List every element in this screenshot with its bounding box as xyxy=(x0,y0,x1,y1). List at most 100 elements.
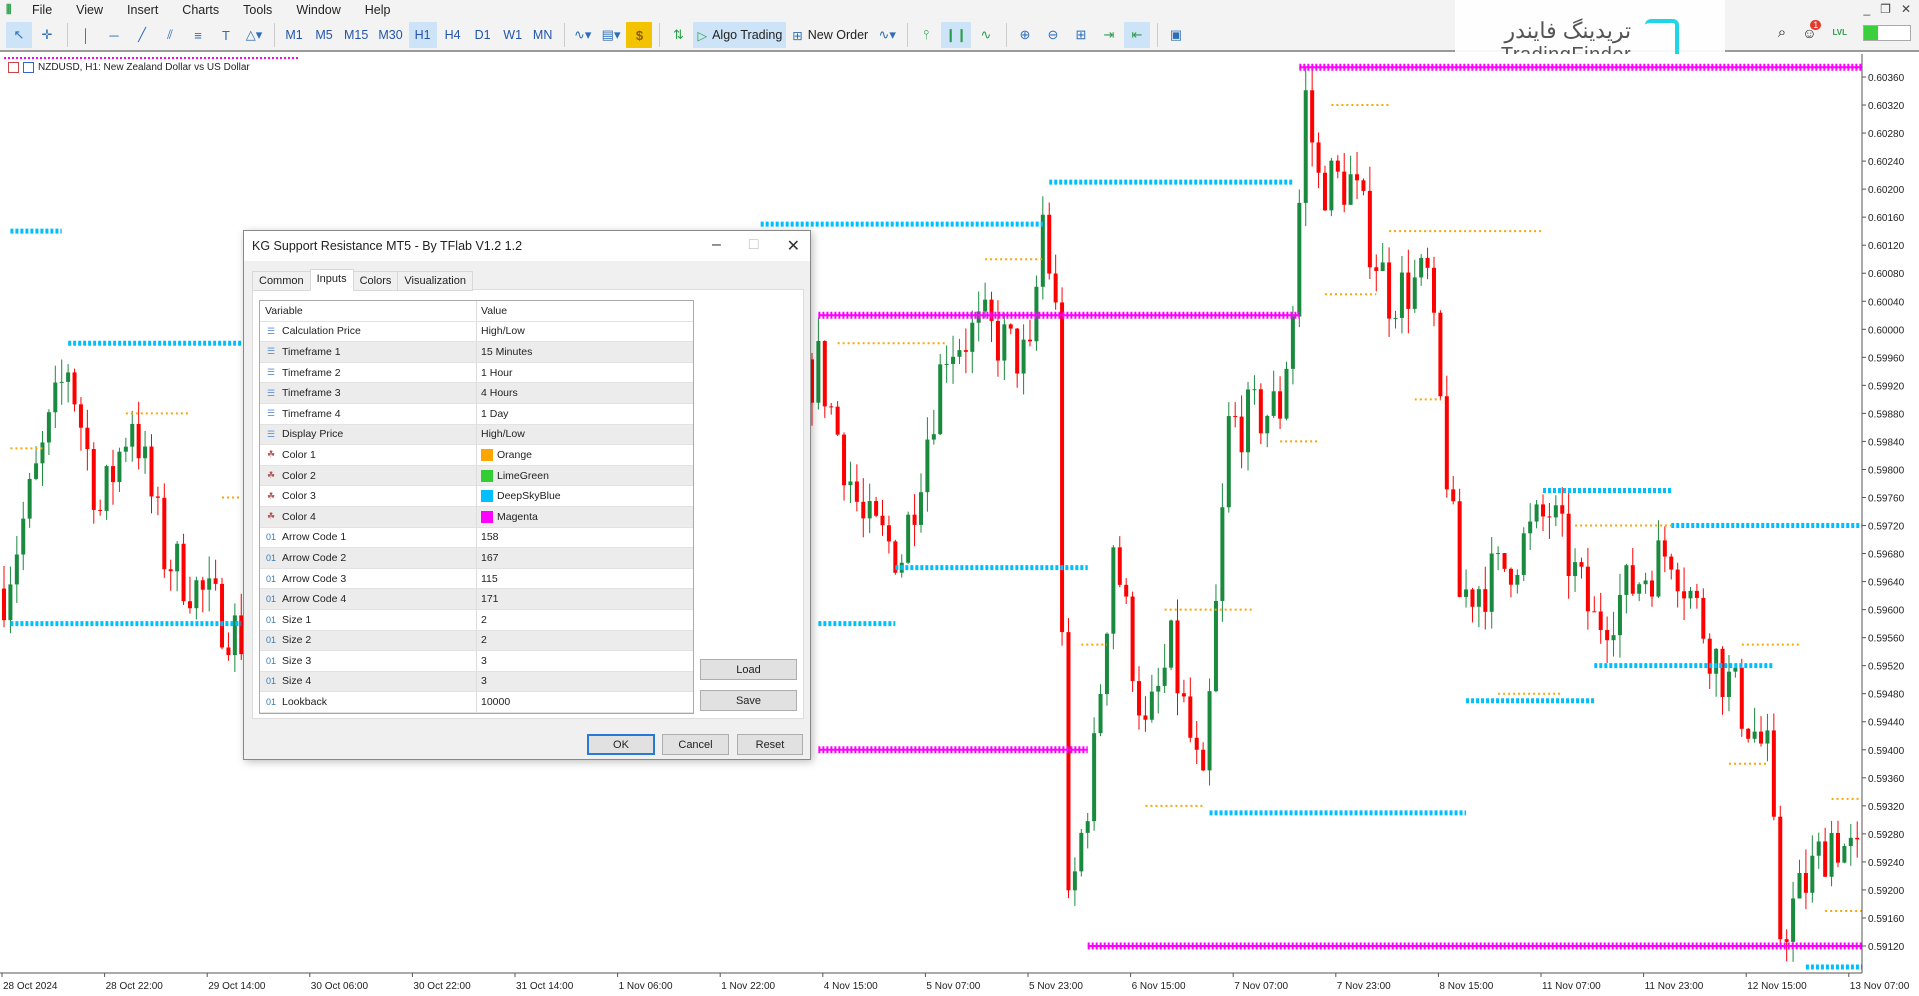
value-cell[interactable]: 158 xyxy=(477,531,499,543)
timeframe-m1[interactable]: M1 xyxy=(285,28,303,42)
menu-view[interactable]: View xyxy=(76,3,104,17)
input-row[interactable]: ☰ Timeframe 1 15 Minutes xyxy=(260,342,693,363)
load-button[interactable]: Load xyxy=(700,659,797,680)
input-row[interactable]: ☘ Color 3 DeepSkyBlue xyxy=(260,486,693,507)
value-cell[interactable]: 15 Minutes xyxy=(477,346,532,358)
value-cell[interactable]: 115 xyxy=(477,573,498,585)
timeframe-m30[interactable]: M30 xyxy=(378,28,403,42)
restore-icon[interactable]: ❐ xyxy=(1880,2,1891,16)
tab-colors[interactable]: Colors xyxy=(352,271,399,291)
value-cell[interactable]: High/Low xyxy=(477,325,525,337)
value-cell[interactable]: 10000 xyxy=(477,696,510,708)
close-icon[interactable]: ✕ xyxy=(786,238,800,255)
autoscroll-icon[interactable]: ⇥ xyxy=(1103,27,1115,42)
integer-icon: 01 xyxy=(265,552,276,563)
search-icon[interactable]: ⌕ xyxy=(1777,24,1787,41)
input-row[interactable]: 01 Size 4 3 xyxy=(260,671,693,693)
input-row[interactable]: 01 Size 1 2 xyxy=(260,609,693,631)
fibonacci-icon[interactable]: ≡ xyxy=(194,27,202,43)
input-row[interactable]: ☰ Timeframe 4 1 Day xyxy=(260,403,693,425)
crosshair-icon[interactable]: ✛ xyxy=(41,27,53,42)
minimize-icon[interactable]: – xyxy=(712,236,721,253)
menu-file[interactable]: File xyxy=(32,3,53,17)
cursor-icon[interactable]: ↖ xyxy=(6,22,32,48)
input-row[interactable]: ☰ Calculation Price High/Low xyxy=(260,321,693,343)
time-tick-label: 11 Nov 23:00 xyxy=(1645,981,1704,992)
value-cell[interactable]: DeepSkyBlue xyxy=(477,490,561,503)
candle-body xyxy=(1220,507,1225,602)
tab-visualization[interactable]: Visualization xyxy=(397,271,473,291)
input-row[interactable]: 01 Arrow Code 2 167 xyxy=(260,548,693,569)
input-row[interactable]: 01 Arrow Code 3 115 xyxy=(260,568,693,590)
value-cell[interactable]: 3 xyxy=(477,675,487,687)
chart-shift-icon[interactable]: ⇤ xyxy=(1124,22,1150,48)
input-row[interactable]: 01 Size 2 2 xyxy=(260,630,693,652)
value-cell[interactable]: LimeGreen xyxy=(477,469,549,482)
channel-icon[interactable]: ⫽ xyxy=(167,27,173,42)
value-cell[interactable]: 1 Hour xyxy=(477,367,513,379)
tile-windows-icon[interactable]: ⊞ xyxy=(1075,27,1087,42)
text-icon[interactable]: T xyxy=(222,27,230,43)
input-row[interactable]: ☘ Color 4 Magenta xyxy=(260,506,693,528)
templates-icon[interactable]: ▤▾ xyxy=(601,27,621,42)
reset-button[interactable]: Reset xyxy=(737,734,803,755)
minimize-icon[interactable]: _ xyxy=(1863,2,1871,16)
lvl-icon[interactable]: LVL xyxy=(1832,28,1847,37)
vertical-line-icon[interactable]: │ xyxy=(81,27,91,43)
input-row[interactable]: 01 Arrow Code 1 158 xyxy=(260,527,693,549)
close-icon[interactable]: ✕ xyxy=(1900,2,1911,16)
dialog-titlebar[interactable]: KG Support Resistance MT5 - By TFlab V1.… xyxy=(244,231,810,261)
line-chart-icon[interactable]: ∿ xyxy=(980,27,992,42)
value-cell[interactable]: 1 Day xyxy=(477,408,508,420)
menu-charts[interactable]: Charts xyxy=(182,3,220,17)
input-row[interactable]: ☰ Timeframe 2 1 Hour xyxy=(260,362,693,384)
bar-chart-icon[interactable]: ⫯ xyxy=(923,27,930,42)
value-cell[interactable]: 4 Hours xyxy=(477,387,518,399)
timeframe-m5[interactable]: M5 xyxy=(315,28,333,42)
tab-inputs[interactable]: Inputs xyxy=(309,269,354,291)
save-button[interactable]: Save xyxy=(700,690,797,711)
timeframe-d1[interactable]: D1 xyxy=(474,28,491,42)
shapes-icon[interactable]: △▾ xyxy=(245,27,263,42)
signals-icon[interactable]: $ xyxy=(626,22,653,48)
value-cell[interactable]: 2 xyxy=(477,614,487,626)
indicators-icon[interactable]: ∿▾ xyxy=(573,27,592,42)
trade-arrows-icon[interactable]: ⇅ xyxy=(673,27,684,42)
timeframe-mn[interactable]: MN xyxy=(532,28,553,42)
value-cell[interactable]: Magenta xyxy=(477,510,538,523)
menu-tools[interactable]: Tools xyxy=(243,3,273,17)
timeframe-w1[interactable]: W1 xyxy=(503,28,523,42)
ok-button[interactable]: OK xyxy=(587,734,655,755)
input-row[interactable]: ☘ Color 2 LimeGreen xyxy=(260,465,693,487)
timeframe-h4[interactable]: H4 xyxy=(444,28,461,42)
input-row[interactable]: 01 Size 3 3 xyxy=(260,651,693,672)
value-cell[interactable]: 171 xyxy=(477,593,499,605)
trendline-icon[interactable]: ╱ xyxy=(138,27,146,42)
input-row[interactable]: 01 Lookback 10000 xyxy=(260,692,693,713)
value-cell[interactable]: High/Low xyxy=(477,428,525,440)
value-cell[interactable]: 167 xyxy=(477,552,499,564)
chart-type-icon[interactable]: ∿▾ xyxy=(878,27,896,42)
candlestick-icon[interactable]: ❙❙ xyxy=(941,22,971,48)
menu-insert[interactable]: Insert xyxy=(127,3,159,17)
new-order-button[interactable]: ⊞ New Order xyxy=(788,22,872,48)
timeframe-m15[interactable]: M15 xyxy=(344,28,369,42)
zoom-out-icon[interactable]: ⊖ xyxy=(1047,27,1059,42)
input-row[interactable]: 01 Arrow Code 4 171 xyxy=(260,589,693,610)
value-cell[interactable]: 2 xyxy=(477,634,487,646)
input-row[interactable]: ☰ Display Price High/Low xyxy=(260,424,693,446)
screenshot-icon[interactable]: ▣ xyxy=(1169,27,1183,42)
notifications-icon[interactable]: ☺ 1 xyxy=(1802,19,1822,41)
tab-common[interactable]: Common xyxy=(252,271,311,291)
value-cell[interactable]: Orange xyxy=(477,448,532,461)
menu-help[interactable]: Help xyxy=(364,3,391,17)
algo-trading-button[interactable]: ▷ Algo Trading xyxy=(693,22,787,48)
cancel-button[interactable]: Cancel xyxy=(662,734,729,755)
timeframe-h1[interactable]: H1 xyxy=(408,22,437,48)
input-row[interactable]: ☘ Color 1 Orange xyxy=(260,445,693,466)
input-row[interactable]: ☰ Timeframe 3 4 Hours xyxy=(260,383,693,404)
horizontal-line-icon[interactable]: ─ xyxy=(109,27,119,43)
menu-window[interactable]: Window xyxy=(296,3,341,17)
zoom-in-icon[interactable]: ⊕ xyxy=(1019,27,1031,42)
value-cell[interactable]: 3 xyxy=(477,655,487,667)
